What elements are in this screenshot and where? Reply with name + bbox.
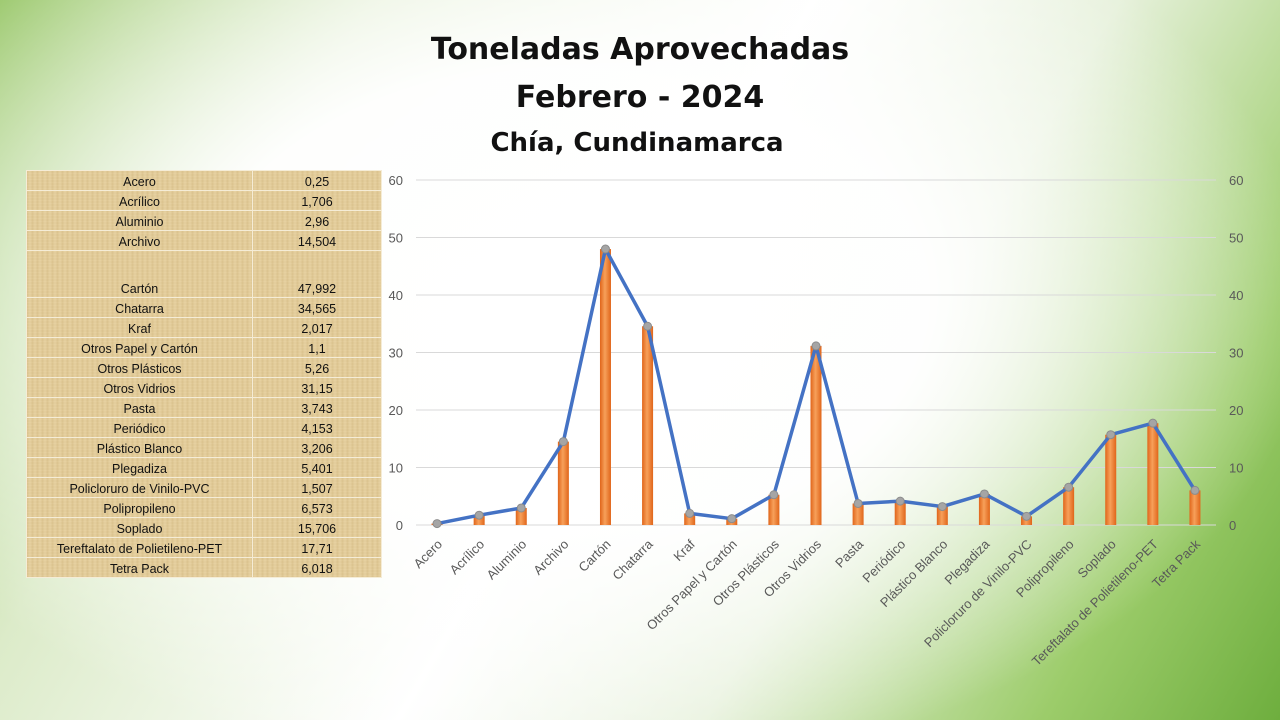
bar xyxy=(599,249,611,525)
table-row: Soplado 15,706 xyxy=(26,517,382,538)
bar xyxy=(1105,434,1117,525)
table-cell-tonnage: 3,743 xyxy=(252,397,382,418)
y2-tick-label: 20 xyxy=(1229,403,1243,418)
line-marker xyxy=(895,496,905,506)
table-cell-tonnage: 3,206 xyxy=(252,437,382,458)
bar xyxy=(642,326,654,525)
y2-tick-label: 40 xyxy=(1229,288,1243,303)
line-marker xyxy=(937,502,947,512)
bar xyxy=(978,493,990,525)
table-row: Tetra Pack 6,018 xyxy=(26,557,382,578)
table-row: Policloruro de Vinilo-PVC 1,507 xyxy=(26,477,382,498)
y2-tick-label: 0 xyxy=(1229,518,1236,533)
y-tick-label: 10 xyxy=(389,461,403,476)
line-marker xyxy=(727,514,737,524)
y2-tick-label: 60 xyxy=(1229,173,1243,188)
line-marker xyxy=(685,508,695,518)
bar xyxy=(557,441,569,525)
bar xyxy=(894,501,906,525)
chart-title-line2: Febrero - 2024 xyxy=(515,80,765,115)
y-tick-label: 40 xyxy=(389,288,403,303)
line-marker xyxy=(1064,482,1074,492)
line-marker xyxy=(1148,418,1158,428)
table-row: Acrílico 1,706 xyxy=(26,190,382,211)
x-tick-label: Archivo xyxy=(530,537,571,578)
x-tick-label: Acero xyxy=(411,537,446,572)
table-row: Acero 0,25 xyxy=(26,170,382,191)
line-marker xyxy=(979,489,989,499)
table-cell-tonnage: 47,992 xyxy=(252,250,382,298)
table-cell-tonnage: 34,565 xyxy=(252,297,382,318)
table-row: Archivo 14,504 xyxy=(26,230,382,251)
table-row: Chatarra 34,565 xyxy=(26,297,382,318)
line-marker xyxy=(558,437,568,447)
x-tick-label: Cartón xyxy=(575,537,613,575)
y-tick-label: 50 xyxy=(389,231,403,246)
line-marker xyxy=(516,503,526,513)
table-row: Cartón 47,992 xyxy=(26,250,382,298)
table-cell-tonnage: 1,706 xyxy=(252,190,382,211)
line-marker xyxy=(853,498,863,508)
x-tick-label: Kraf xyxy=(670,536,698,564)
line-marker xyxy=(643,321,653,331)
table-cell-tonnage: 5,401 xyxy=(252,457,382,478)
bar xyxy=(810,345,822,525)
line-marker xyxy=(474,510,484,520)
line-marker xyxy=(811,341,821,351)
bar xyxy=(1063,487,1075,525)
y2-tick-label: 30 xyxy=(1229,346,1243,361)
y-tick-label: 20 xyxy=(389,403,403,418)
bar xyxy=(768,494,780,525)
y-tick-label: 60 xyxy=(389,173,403,188)
table-cell-material: Otros Plásticos xyxy=(26,357,253,378)
bar xyxy=(684,513,696,525)
table-cell-material: Cartón xyxy=(26,250,253,298)
bar xyxy=(515,507,527,525)
table-row: Tereftalato de Polietileno-PET 17,71 xyxy=(26,537,382,558)
x-tick-label: Chatarra xyxy=(609,536,656,583)
table-cell-tonnage: 14,504 xyxy=(252,230,382,251)
table-cell-material: Tereftalato de Polietileno-PET xyxy=(26,537,253,558)
bar xyxy=(1189,490,1201,525)
table-cell-tonnage: 6,018 xyxy=(252,557,382,578)
table-cell-material: Policloruro de Vinilo-PVC xyxy=(26,477,253,498)
y-tick-label: 30 xyxy=(389,346,403,361)
y2-tick-label: 10 xyxy=(1229,461,1243,476)
bar xyxy=(852,503,864,525)
table-cell-material: Plástico Blanco xyxy=(26,437,253,458)
table-row: Otros Vidrios 31,15 xyxy=(26,377,382,398)
bar xyxy=(1147,423,1159,525)
chart-title-line1: Toneladas Aprovechadas xyxy=(430,32,850,67)
line-marker xyxy=(1022,511,1032,521)
y2-tick-label: 50 xyxy=(1229,231,1243,246)
table-cell-material: Plegadiza xyxy=(26,457,253,478)
x-tick-label: Pasta xyxy=(832,536,867,571)
table-row: Plegadiza 5,401 xyxy=(26,457,382,478)
x-tick-label: Acrílico xyxy=(447,537,488,578)
table-row: Plástico Blanco 3,206 xyxy=(26,437,382,458)
chart-subtitle: Chía, Cundinamarca xyxy=(490,128,784,158)
table-row: Aluminio 2,96 xyxy=(26,210,382,231)
bar xyxy=(473,515,485,525)
line-marker xyxy=(1190,485,1200,495)
table-cell-tonnage: 1,1 xyxy=(252,337,382,358)
line-marker xyxy=(432,519,442,529)
table-cell-material: Tetra Pack xyxy=(26,557,253,578)
y-tick-label: 0 xyxy=(396,518,403,533)
line-marker xyxy=(769,490,779,500)
line-marker xyxy=(600,244,610,254)
x-tick-label: Aluminio xyxy=(484,537,530,583)
line-marker xyxy=(1106,430,1116,440)
data-table: Acero 0,25 Acrílico 1,706 Aluminio 2,96 Archiv… xyxy=(26,170,382,578)
bar xyxy=(936,506,948,525)
